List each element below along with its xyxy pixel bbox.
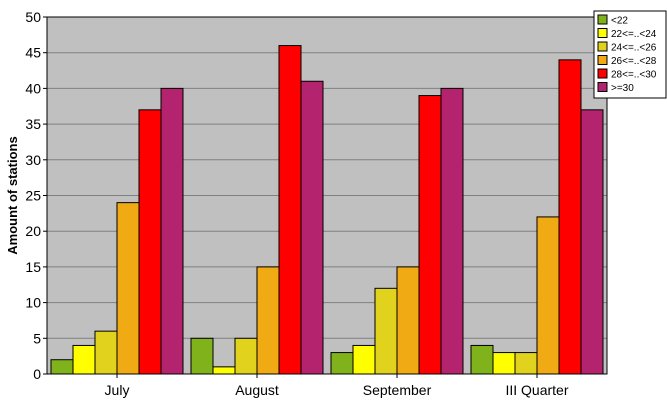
- legend-swatch: [597, 28, 608, 38]
- legend-swatch: [597, 41, 608, 52]
- x-tick-label: August: [235, 382, 279, 398]
- bar: [492, 352, 516, 375]
- y-axis-label: Amount of stations: [5, 136, 20, 254]
- y-tick-label: 30: [25, 152, 41, 168]
- bar: [352, 344, 376, 375]
- x-tick-label: September: [363, 382, 432, 398]
- bar: [418, 95, 442, 375]
- x-tick-label: July: [105, 382, 130, 398]
- bar: [396, 266, 420, 375]
- legend-swatch: [597, 68, 608, 79]
- bar: [440, 87, 464, 375]
- y-tick-label: 50: [25, 9, 41, 25]
- plot-frame: [46, 16, 608, 375]
- bar: [160, 87, 184, 375]
- y-tick-label: 35: [25, 116, 41, 132]
- legend-label: 26<=..<28: [611, 56, 657, 67]
- y-tick-label: 40: [25, 80, 41, 96]
- bar: [50, 359, 74, 375]
- bar: [72, 344, 96, 375]
- bar: [234, 337, 258, 375]
- legend-swatch: [597, 55, 608, 65]
- bar: [278, 45, 302, 375]
- bar: [138, 109, 162, 375]
- bar: [580, 109, 604, 375]
- bars: [50, 45, 604, 375]
- bar: [116, 202, 140, 375]
- bar: [536, 216, 560, 375]
- legend-label: 28<=..<30: [611, 70, 657, 81]
- y-tick-label: 20: [25, 223, 41, 239]
- bar: [374, 287, 398, 375]
- legend-label: 24<=..<26: [611, 43, 657, 54]
- legend-label: >=30: [611, 83, 634, 94]
- bar: [470, 344, 494, 375]
- x-tick-label: III Quarter: [505, 382, 568, 398]
- bar: [300, 80, 324, 375]
- y-tick-label: 0: [33, 366, 41, 382]
- bar: [94, 330, 118, 375]
- bar: [256, 266, 280, 375]
- axes: 0 5 10 15 20 25 30 35 40 45 50 July August September I…: [25, 9, 608, 398]
- y-tick-label: 10: [25, 295, 41, 311]
- legend-swatch: [597, 14, 608, 25]
- y-tick-label: 5: [33, 330, 41, 346]
- bar: [190, 337, 214, 375]
- legend: <22 22<=..<24 24<=..<26 26<=..<28 28<=..<30 >…: [593, 10, 667, 99]
- legend-swatch: [597, 82, 608, 92]
- y-tick-label: 15: [25, 259, 41, 275]
- bar: [514, 352, 538, 375]
- legend-label: <22: [611, 16, 628, 27]
- bar: [330, 352, 354, 375]
- y-tick-label: 25: [25, 188, 41, 204]
- bar: [558, 59, 582, 375]
- y-tick-label: 45: [25, 45, 41, 61]
- legend-label: 22<=..<24: [611, 29, 657, 40]
- bar: [212, 366, 236, 375]
